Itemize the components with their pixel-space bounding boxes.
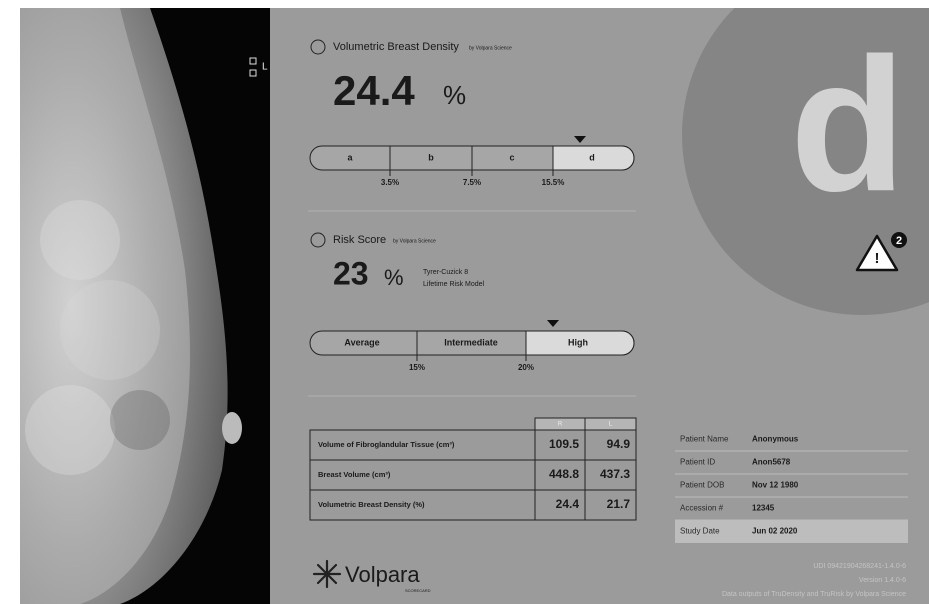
density-title: Volumetric Breast Density: [333, 41, 459, 53]
warning-count: 2: [896, 235, 902, 247]
row-value: 437.3: [600, 467, 630, 481]
patient-value: 12345: [752, 504, 775, 513]
patient-value: Anon5678: [752, 458, 791, 467]
patient-label: Patient ID: [680, 458, 715, 467]
header-label: R: [558, 422, 563, 428]
patient-value: Jun 02 2020: [752, 527, 798, 536]
risk-title: Risk Score: [333, 234, 386, 246]
logo: [314, 561, 340, 587]
density-segment: d: [589, 152, 595, 162]
density-segment: b: [428, 152, 434, 162]
footer-version: Version 1.4.0-6: [859, 577, 906, 584]
row-value: 94.9: [607, 437, 631, 451]
row-label: Volume of Fibroglandular Tissue (cm³): [318, 440, 455, 449]
density-segment: c: [509, 152, 514, 162]
risk-threshold: 20%: [518, 363, 534, 372]
footer-note: Data outputs of TruDensity and TruRisk b…: [722, 591, 906, 598]
density-threshold: 3.5%: [381, 178, 399, 187]
risk-model: Lifetime Risk Model: [423, 281, 485, 288]
logo-tagline: SCORECARD: [405, 588, 431, 593]
density-byline: by Volpara Science: [469, 45, 512, 51]
patient-label: Patient DOB: [680, 481, 724, 490]
row-label: Breast Volume (cm³): [318, 470, 391, 479]
density-threshold: 15.5%: [542, 178, 565, 187]
svg-text:!: !: [875, 250, 880, 267]
logo-name: Volpara: [345, 562, 420, 587]
footer-udi: UDI 09421904268241-1.4.0-6: [813, 563, 906, 570]
risk-model: Tyrer-Cuzick 8: [423, 269, 468, 276]
row-value: 21.7: [607, 497, 631, 511]
patient-value: Anonymous: [752, 435, 799, 444]
patient-label: Patient Name: [680, 435, 729, 444]
risk-segment: High: [568, 337, 588, 347]
row-value: 109.5: [549, 437, 579, 451]
density-category: d: [790, 19, 906, 231]
risk-value: 23: [333, 255, 369, 291]
mammogram: L: [20, 8, 270, 604]
density-threshold: 7.5%: [463, 178, 481, 187]
risk-byline: by Volpara Science: [393, 238, 436, 244]
row-value: 448.8: [549, 467, 579, 481]
laterality: L: [262, 62, 268, 73]
density-value: 24.4: [333, 67, 415, 114]
patient-label: Accession #: [680, 504, 724, 513]
risk-segment: Average: [344, 337, 379, 347]
risk-segment: Intermediate: [444, 337, 498, 347]
risk-threshold: 15%: [409, 363, 425, 372]
page: {"image": {"laterality": "L"}, "density"…: [0, 0, 929, 604]
row-value: 24.4: [556, 497, 580, 511]
density-unit: %: [443, 80, 466, 110]
risk-unit: %: [384, 265, 404, 290]
patient-value: Nov 12 1980: [752, 481, 799, 490]
scorecard: L d ! 2 Volumetric Breast Density by Vol…: [0, 0, 929, 604]
patient-label: Study Date: [680, 527, 720, 536]
row-label: Volumetric Breast Density (%): [318, 500, 425, 509]
